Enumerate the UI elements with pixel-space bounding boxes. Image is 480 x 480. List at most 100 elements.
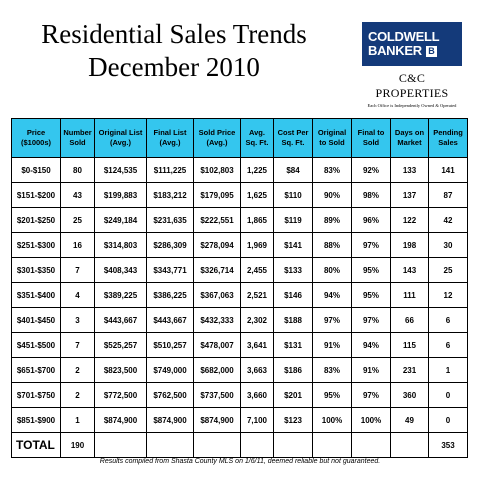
table-cell: $510,257 (146, 332, 194, 358)
total-cell (273, 432, 313, 458)
table-cell: 87 (428, 182, 468, 208)
table-cell: 133 (390, 157, 429, 183)
table-cell: 91% (312, 332, 352, 358)
price-range-cell: $151-$200 (11, 182, 61, 208)
column-header: Final List (Avg.) (146, 118, 194, 158)
table-cell: 100% (312, 407, 352, 433)
total-cell: 353 (428, 432, 468, 458)
table-cell: 115 (390, 332, 429, 358)
price-range-cell: $301-$350 (11, 257, 61, 283)
table-cell: 88% (312, 232, 352, 258)
table-cell: 97% (351, 307, 391, 333)
table-cell: 25 (428, 257, 468, 283)
table-cell: 91% (351, 357, 391, 383)
logo-mark-icon: B (425, 45, 437, 57)
column-header-line: Sq. Ft. (281, 138, 305, 147)
table-cell: 97% (351, 382, 391, 408)
price-range-cell: $701-$750 (11, 382, 61, 408)
brand-name: C&C PROPERTIES (375, 71, 449, 100)
column-header-line: Final to (357, 128, 385, 137)
logo-line-2: BANKER (368, 43, 422, 58)
column-header-line: Number (63, 128, 92, 137)
table-cell: 16 (60, 232, 95, 258)
table-cell: 95% (351, 257, 391, 283)
table-cell: 97% (312, 307, 352, 333)
column-header: Avg. Sq. Ft. (240, 118, 274, 158)
column-header-line: Days on (394, 128, 425, 137)
table-cell: 96% (351, 207, 391, 233)
table-cell: 198 (390, 232, 429, 258)
table-cell: $222,551 (193, 207, 241, 233)
column-header: Days on Market (390, 118, 429, 158)
table-cell: 141 (428, 157, 468, 183)
table-cell: 4 (60, 282, 95, 308)
table-cell: 49 (390, 407, 429, 433)
company-logo: COLDWELL BANKER B C&C PROPERTIES Each Of… (362, 22, 462, 108)
table-cell: 3,641 (240, 332, 274, 358)
table-cell: 92% (351, 157, 391, 183)
total-cell (146, 432, 194, 458)
price-range-cell: $451-$500 (11, 332, 61, 358)
column-header-line: (Avg.) (206, 138, 228, 147)
column-header-line: Cost Per (277, 128, 309, 137)
column-header: Number Sold (60, 118, 95, 158)
total-cell (351, 432, 391, 458)
coldwell-banker-logo-box: COLDWELL BANKER B (362, 22, 462, 66)
column-header: Pending Sales (428, 118, 468, 158)
table-cell: $179,095 (193, 182, 241, 208)
table-cell: $146 (273, 282, 313, 308)
table-cell: 137 (390, 182, 429, 208)
column-header: Final to Sold (351, 118, 391, 158)
table-cell: $133 (273, 257, 313, 283)
table-cell: $119 (273, 207, 313, 233)
table-cell: 95% (312, 382, 352, 408)
table-row: $301-$350 7 $408,343 $343,771 $326,714 2,455 $… (11, 257, 468, 283)
column-header-line: Sold (69, 138, 86, 147)
table-cell: 94% (312, 282, 352, 308)
table-cell: 94% (351, 332, 391, 358)
column-header-line: Sold (362, 138, 380, 147)
column-header-line: Pending (433, 128, 463, 137)
total-cell (240, 432, 274, 458)
price-range-cell: $0-$150 (11, 157, 61, 183)
table-cell: 100% (351, 407, 391, 433)
page-title: Residential Sales Trends December 2010 (14, 18, 334, 84)
logo-line-1: COLDWELL (368, 29, 440, 44)
table-cell: $762,500 (146, 382, 194, 408)
table-cell: $124,535 (94, 157, 147, 183)
table-cell: 30 (428, 232, 468, 258)
column-header-line: Avg. (249, 128, 265, 137)
table-header-row: Price ($1000s) Number Sold Original List (Avg… (11, 118, 468, 158)
table-cell: 0 (428, 382, 468, 408)
table-cell: $772,500 (94, 382, 147, 408)
brand-tagline: Each Office is Independently Owned & Ope… (367, 103, 457, 108)
table-row: $251-$300 16 $314,803 $286,309 $278,094 1,969… (11, 232, 468, 258)
table-cell: $823,500 (94, 357, 147, 383)
table-cell: 0 (428, 407, 468, 433)
table-cell: $199,883 (94, 182, 147, 208)
table-cell: 97% (351, 232, 391, 258)
title-line-1: Residential Sales Trends (41, 19, 307, 49)
table-cell: $111,225 (146, 157, 194, 183)
table-cell: $110 (273, 182, 313, 208)
column-header-line: Sold Price (198, 128, 236, 137)
table-cell: 80% (312, 257, 352, 283)
table-cell: 3,660 (240, 382, 274, 408)
column-header: Original to Sold (312, 118, 352, 158)
table-cell: 143 (390, 257, 429, 283)
table-row: $401-$450 3 $443,667 $443,667 $432,333 2,302 $… (11, 307, 468, 333)
table-cell: 1,625 (240, 182, 274, 208)
column-header: Original List (Avg.) (94, 118, 147, 158)
table-cell: 2,302 (240, 307, 274, 333)
table-cell: 6 (428, 332, 468, 358)
table-cell: $749,000 (146, 357, 194, 383)
table-cell: $432,333 (193, 307, 241, 333)
table-cell: 66 (390, 307, 429, 333)
table-cell: $278,094 (193, 232, 241, 258)
total-label: TOTAL (11, 432, 61, 458)
table-cell: 3 (60, 307, 95, 333)
table-cell: 43 (60, 182, 95, 208)
table-cell: 6 (428, 307, 468, 333)
table-cell: 42 (428, 207, 468, 233)
table-cell: $737,500 (193, 382, 241, 408)
